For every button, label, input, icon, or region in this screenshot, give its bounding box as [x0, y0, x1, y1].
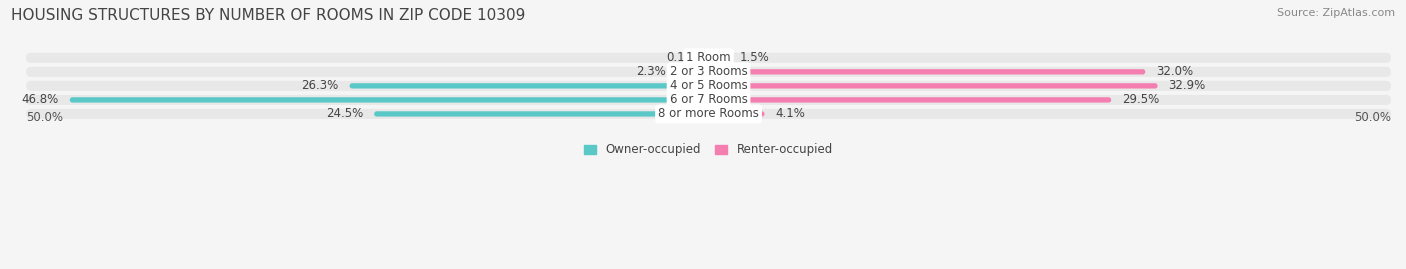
FancyBboxPatch shape: [27, 67, 1391, 77]
Text: 6 or 7 Rooms: 6 or 7 Rooms: [669, 93, 748, 107]
Legend: Owner-occupied, Renter-occupied: Owner-occupied, Renter-occupied: [579, 139, 838, 161]
Text: 32.9%: 32.9%: [1168, 79, 1206, 92]
Text: 50.0%: 50.0%: [27, 111, 63, 124]
FancyBboxPatch shape: [27, 81, 1391, 91]
FancyBboxPatch shape: [70, 97, 709, 102]
FancyBboxPatch shape: [709, 69, 1146, 75]
Text: 4.1%: 4.1%: [776, 107, 806, 121]
Text: 2 or 3 Rooms: 2 or 3 Rooms: [669, 65, 748, 78]
Text: 1.5%: 1.5%: [740, 51, 769, 64]
Text: 2.3%: 2.3%: [637, 65, 666, 78]
FancyBboxPatch shape: [27, 95, 1391, 105]
FancyBboxPatch shape: [709, 111, 765, 116]
Text: 4 or 5 Rooms: 4 or 5 Rooms: [669, 79, 748, 92]
FancyBboxPatch shape: [27, 109, 1391, 119]
Text: 46.8%: 46.8%: [21, 93, 59, 107]
Text: 29.5%: 29.5%: [1122, 93, 1160, 107]
FancyBboxPatch shape: [706, 55, 710, 61]
FancyBboxPatch shape: [678, 69, 709, 75]
Text: Source: ZipAtlas.com: Source: ZipAtlas.com: [1277, 8, 1395, 18]
Text: 50.0%: 50.0%: [1354, 111, 1391, 124]
FancyBboxPatch shape: [709, 55, 730, 61]
Text: 0.1%: 0.1%: [666, 51, 696, 64]
FancyBboxPatch shape: [709, 97, 1111, 102]
Text: 1 Room: 1 Room: [686, 51, 731, 64]
Text: 26.3%: 26.3%: [301, 79, 339, 92]
Text: 32.0%: 32.0%: [1156, 65, 1194, 78]
FancyBboxPatch shape: [374, 111, 709, 116]
FancyBboxPatch shape: [709, 83, 1157, 89]
Text: 24.5%: 24.5%: [326, 107, 363, 121]
Text: 8 or more Rooms: 8 or more Rooms: [658, 107, 759, 121]
FancyBboxPatch shape: [350, 83, 709, 89]
FancyBboxPatch shape: [27, 53, 1391, 63]
Text: HOUSING STRUCTURES BY NUMBER OF ROOMS IN ZIP CODE 10309: HOUSING STRUCTURES BY NUMBER OF ROOMS IN…: [11, 8, 526, 23]
